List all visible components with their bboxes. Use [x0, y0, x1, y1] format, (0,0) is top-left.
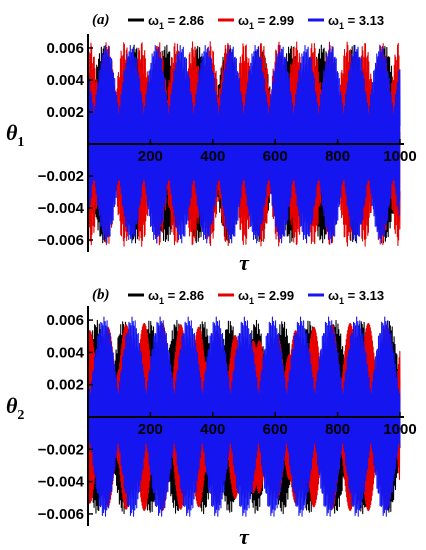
x-tick-label: 600: [263, 148, 288, 165]
y-tick-label: 0.002: [46, 104, 84, 121]
legend-sub: 1: [159, 21, 164, 31]
chart-panel-2: 0.006 0.004 0.002 −0.002 −0.004 −0.006 200 400 6…: [6, 287, 417, 549]
legend-sub: 1: [159, 296, 164, 306]
legend-value: = 2.86: [164, 13, 204, 28]
y-tick-label: 0.006: [46, 312, 84, 329]
x-tick-label: 1000: [383, 148, 416, 165]
legend-omega: ω: [238, 13, 249, 28]
x-tick-label: 1000: [383, 421, 416, 438]
legend-label-1: ω1 = 2.86: [148, 13, 204, 31]
y-tick-label: 0.004: [46, 72, 84, 89]
x-axis-label: τ: [239, 524, 250, 549]
series-group: [88, 41, 401, 247]
x-tick-label: 800: [325, 148, 350, 165]
legend-value: = 3.13: [344, 288, 384, 303]
legend-label-1: ω1 = 2.86: [148, 288, 204, 306]
series-group: [88, 316, 401, 517]
y-tick-label: −0.004: [38, 474, 85, 491]
y-axis-label-main: θ: [6, 393, 18, 418]
series-line-3: [88, 316, 401, 517]
x-tick-label: 200: [138, 421, 163, 438]
y-tick-label: 0.004: [46, 344, 84, 361]
legend-label-2: ω1 = 2.99: [238, 288, 294, 306]
y-axis-label-sub: 1: [17, 135, 24, 150]
legend-sub: 1: [339, 296, 344, 306]
y-tick-label: −0.004: [38, 200, 85, 217]
legend-sub: 1: [249, 21, 254, 31]
y-axis-label-main: θ: [6, 120, 18, 145]
x-tick-label: 200: [138, 148, 163, 165]
legend-omega: ω: [328, 13, 339, 28]
legend-sub: 1: [339, 21, 344, 31]
legend-label-2: ω1 = 2.99: [238, 13, 294, 31]
legend-value: = 3.13: [344, 13, 384, 28]
y-tick-label: −0.006: [38, 232, 84, 249]
x-tick-label: 400: [200, 148, 225, 165]
legend: ω1 = 2.86 ω1 = 2.99 ω1 = 3.13: [128, 13, 384, 31]
y-tick-label: 0.002: [46, 377, 84, 394]
legend-label-3: ω1 = 3.13: [328, 288, 384, 306]
y-axis-label-sub: 2: [17, 408, 24, 423]
legend-omega: ω: [328, 288, 339, 303]
legend-value: = 2.99: [254, 288, 294, 303]
panel-label: (b): [92, 287, 110, 303]
y-tick-label: 0.006: [46, 40, 84, 57]
panel-label: (a): [92, 12, 110, 28]
y-tick-label: −0.006: [38, 506, 84, 523]
y-tick-label: −0.002: [38, 441, 84, 458]
legend-sub: 1: [249, 296, 254, 306]
legend-omega: ω: [238, 288, 249, 303]
y-axis-label: θ1: [6, 120, 24, 150]
chart-panel-1: 0.006 0.004 0.002 −0.002 −0.004 −0.006 200 400 6…: [6, 12, 417, 275]
legend-value: = 2.99: [254, 13, 294, 28]
series-line-3: [88, 44, 401, 244]
x-axis-label: τ: [239, 250, 250, 275]
y-axis-label: θ2: [6, 393, 24, 423]
legend-omega: ω: [148, 288, 159, 303]
x-tick-label: 600: [263, 421, 288, 438]
x-tick-label: 400: [200, 421, 225, 438]
legend-label-3: ω1 = 3.13: [328, 13, 384, 31]
legend: ω1 = 2.86 ω1 = 2.99 ω1 = 3.13: [128, 288, 384, 306]
y-tick-label: −0.002: [38, 168, 84, 185]
legend-value: = 2.86: [164, 288, 204, 303]
x-tick-label: 800: [325, 421, 350, 438]
legend-omega: ω: [148, 13, 159, 28]
